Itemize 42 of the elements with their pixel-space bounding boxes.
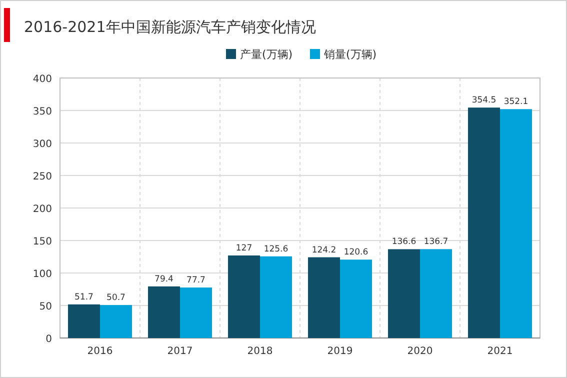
data-label: 50.7 (106, 293, 126, 304)
x-tick-label: 2016 (87, 346, 113, 357)
bar (260, 256, 292, 338)
data-label: 136.6 (392, 237, 416, 248)
bar (68, 304, 100, 338)
x-tick-label: 2017 (167, 346, 193, 357)
bar (148, 286, 180, 338)
legend-label: 销量(万辆) (323, 48, 377, 61)
bar (180, 287, 212, 338)
x-tick-label: 2020 (407, 346, 433, 357)
data-label: 120.6 (344, 248, 368, 258)
data-label: 124.2 (312, 245, 336, 256)
data-label: 125.6 (264, 244, 288, 254)
bar (340, 260, 372, 338)
data-label: 136.7 (424, 237, 448, 248)
bar (500, 109, 532, 338)
y-tick-label: 300 (32, 139, 52, 150)
data-label: 127 (236, 243, 252, 254)
bar (228, 255, 260, 338)
x-tick-label: 2019 (327, 346, 353, 357)
bar (100, 305, 132, 338)
y-tick-label: 100 (32, 269, 52, 280)
x-tick-label: 2021 (487, 346, 513, 357)
data-label: 352.1 (504, 97, 528, 108)
y-tick-label: 150 (32, 236, 52, 248)
data-label: 77.7 (186, 275, 206, 286)
y-tick-label: 250 (32, 172, 52, 182)
data-label: 354.5 (472, 96, 496, 106)
bar (388, 249, 420, 338)
x-tick-label: 2018 (247, 346, 273, 357)
y-tick-label: 50 (39, 302, 52, 312)
y-tick-label: 0 (46, 334, 52, 345)
bar (308, 257, 340, 338)
bar (420, 249, 452, 338)
bar (468, 108, 500, 338)
y-tick-label: 350 (32, 106, 52, 118)
y-tick-label: 400 (32, 74, 52, 85)
legend-label: 产量(万辆) (240, 48, 293, 61)
data-label: 51.7 (74, 292, 94, 302)
data-label: 79.4 (154, 274, 174, 284)
y-tick-label: 200 (32, 204, 52, 215)
chart-title: 2016-2021年中国新能源汽车产销变化情况 (24, 18, 316, 36)
